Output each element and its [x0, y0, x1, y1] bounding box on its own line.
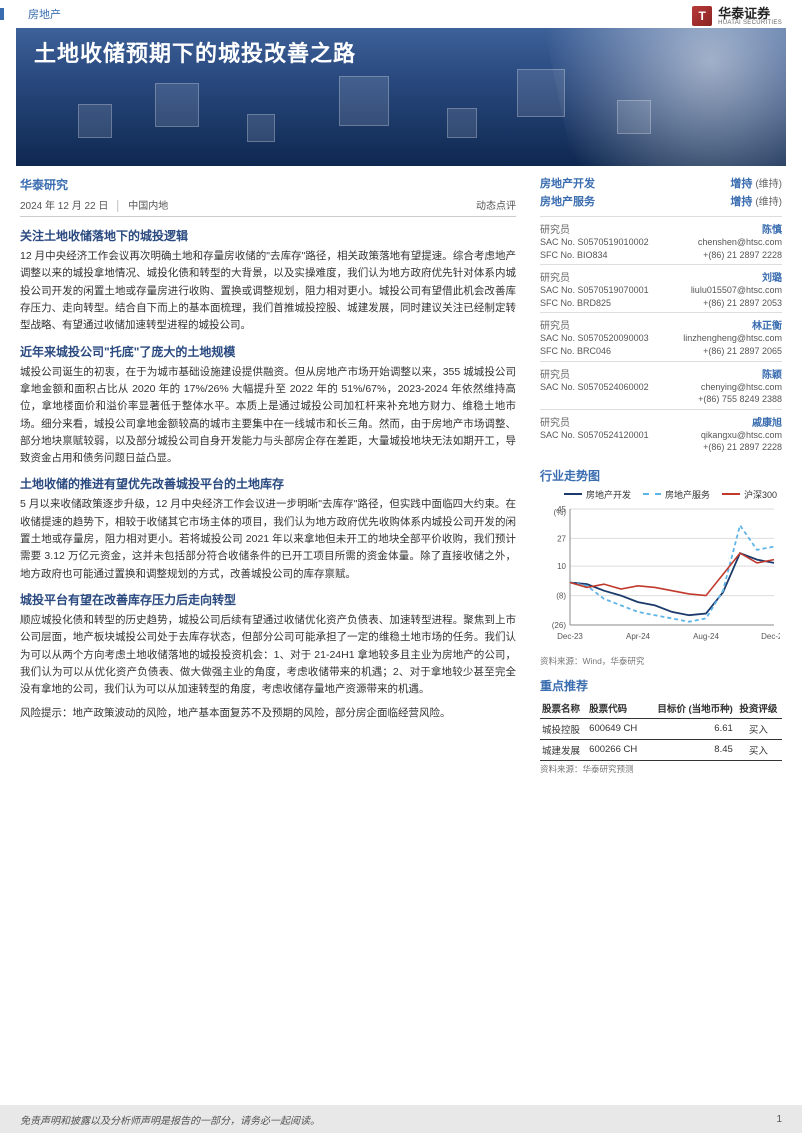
section-body: 顺应城投化债和转型的历史趋势，城投公司后续有望通过收储优化资产负债表、加速转型进…	[20, 612, 516, 699]
recs-heading: 重点推荐	[540, 677, 782, 694]
table-header: 股票代码	[587, 698, 645, 719]
table-header: 目标价 (当地币种)	[646, 698, 735, 719]
report-region: 中国内地	[128, 201, 168, 212]
svg-text:(26): (26)	[552, 621, 567, 630]
main-column: 华泰研究 2024 年 12 月 22 日 │ 中国内地 动态点评 关注土地收储…	[16, 166, 532, 775]
table-row: 城建发展600266 CH8.45买入	[540, 739, 782, 760]
legend-item: 沪深300	[722, 488, 777, 501]
analyst-block: 研究员戚康旭SAC No. S0570524120001qikangxu@hts…	[540, 409, 782, 457]
svg-text:(8): (8)	[556, 592, 566, 601]
section-heading: 城投平台有望在改善库存压力后走向转型	[20, 591, 516, 608]
trend-chart: (26)(8)102745(%)Dec-23Apr-24Aug-24Dec-24	[540, 503, 780, 653]
section-heading: 土地收储的推进有望优先改善城投平台的土地库存	[20, 475, 516, 492]
top-bar: 房地产 T 华泰证券 HUATAI SECURITIES	[0, 0, 802, 28]
legend-item: 房地产服务	[643, 488, 710, 501]
logo: T 华泰证券 HUATAI SECURITIES	[692, 6, 782, 26]
svg-text:27: 27	[557, 534, 566, 543]
risk-note: 风险提示：地产政策波动的风险，地产基本面复苏不及预期的风险，部分房企面临经营风险…	[20, 705, 516, 722]
analyst-block: 研究员林正衡SAC No. S0570520090003linzhengheng…	[540, 312, 782, 360]
table-header: 投资评级	[735, 698, 782, 719]
recs-table: 股票名称股票代码目标价 (当地币种)投资评级 城投控股600649 CH6.61…	[540, 698, 782, 761]
chart-legend: 房地产开发房地产服务沪深300	[540, 488, 782, 501]
svg-text:Aug-24: Aug-24	[693, 632, 719, 641]
svg-text:Dec-24: Dec-24	[761, 632, 780, 641]
accent-bar	[0, 8, 4, 20]
report-title: 土地收储预期下的城投改善之路	[34, 36, 356, 68]
banner: 土地收储预期下的城投改善之路	[16, 28, 786, 166]
ratings-box: 房地产开发增持(维持)房地产服务增持(维持)	[540, 174, 782, 210]
section-heading: 关注土地收储落地下的城投逻辑	[20, 227, 516, 244]
side-column: 房地产开发增持(维持)房地产服务增持(维持) 研究员陈慎SAC No. S057…	[532, 166, 784, 775]
recs-source: 资料来源：华泰研究预测	[540, 763, 782, 775]
chart-source: 资料来源：Wind，华泰研究	[540, 655, 782, 667]
chart-heading: 行业走势图	[540, 467, 782, 484]
report-date: 2024 年 12 月 22 日	[20, 201, 108, 212]
rating-row: 房地产开发增持(维持)	[540, 174, 782, 192]
svg-text:Apr-24: Apr-24	[626, 632, 651, 641]
footer-disclaimer: 免责声明和披露以及分析师声明是报告的一部分，请务必一起阅读。	[20, 1112, 320, 1127]
legend-item: 房地产开发	[564, 488, 631, 501]
logo-cn: 华泰证券	[718, 7, 782, 20]
svg-text:10: 10	[557, 562, 566, 571]
section-body: 5 月以来收储政策逐步升级，12 月中央经济工作会议进一步明晰"去库存"路径，但…	[20, 496, 516, 583]
section-body: 12 月中央经济工作会议再次明确土地和存量房收储的"去库存"路径，相关政策落地有…	[20, 248, 516, 335]
page-number: 1	[776, 1114, 782, 1125]
rating-row: 房地产服务增持(维持)	[540, 192, 782, 210]
category-label: 房地产	[28, 6, 61, 22]
table-header: 股票名称	[540, 698, 587, 719]
logo-icon: T	[692, 6, 712, 26]
logo-en: HUATAI SECURITIES	[718, 20, 782, 26]
section-body: 城投公司诞生的初衷，在于为城市基础设施建设提供融资。但从房地产市场开始调整以来，…	[20, 364, 516, 468]
analyst-block: 研究员陈颖SAC No. S0570524060002chenying@htsc…	[540, 361, 782, 409]
section-heading: 近年来城投公司"托底"了庞大的土地规模	[20, 343, 516, 360]
footer: 免责声明和披露以及分析师声明是报告的一部分，请务必一起阅读。 1	[0, 1105, 802, 1133]
doc-type: 动态点评	[476, 197, 516, 212]
analyst-block: 研究员刘璐SAC No. S0570519070001liulu015507@h…	[540, 264, 782, 312]
table-row: 城投控股600649 CH6.61买入	[540, 718, 782, 739]
org-name: 华泰研究	[20, 176, 516, 193]
analyst-block: 研究员陈慎SAC No. S0570519010002chenshen@htsc…	[540, 216, 782, 264]
svg-text:Dec-23: Dec-23	[557, 632, 583, 641]
meta-row: 2024 年 12 月 22 日 │ 中国内地 动态点评	[20, 197, 516, 217]
svg-text:(%): (%)	[554, 508, 567, 517]
